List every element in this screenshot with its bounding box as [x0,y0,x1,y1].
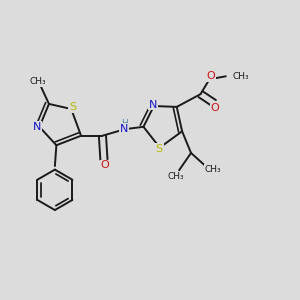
Text: N: N [120,124,128,134]
Text: CH₃: CH₃ [205,165,222,174]
Text: O: O [101,160,110,170]
Text: CH₃: CH₃ [29,77,46,86]
Text: O: O [206,71,215,81]
Text: N: N [149,100,158,110]
Text: H: H [121,119,128,128]
Text: CH₃: CH₃ [232,72,249,81]
Text: CH₃: CH₃ [167,172,184,181]
Text: S: S [69,103,76,112]
Text: O: O [210,103,219,113]
Text: S: S [156,144,163,154]
Text: N: N [33,122,41,132]
